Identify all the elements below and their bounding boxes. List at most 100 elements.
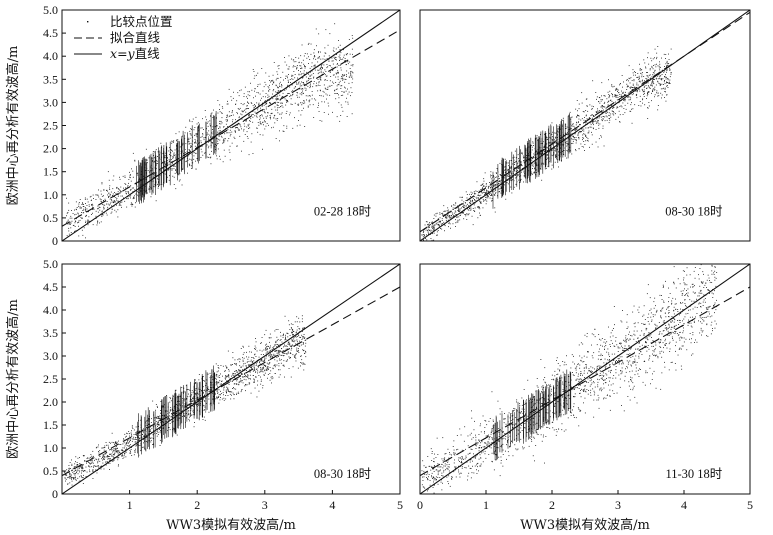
data-point [563, 143, 565, 145]
data-point [301, 44, 303, 46]
data-point [438, 224, 440, 226]
data-point [175, 389, 177, 391]
data-point [134, 159, 136, 161]
data-point [309, 59, 311, 60]
data-point [317, 84, 319, 86]
data-point [643, 89, 645, 91]
data-point [542, 141, 544, 143]
data-point [276, 98, 278, 100]
data-point [630, 97, 632, 99]
data-point [301, 77, 303, 79]
data-point [84, 470, 85, 471]
data-point [277, 112, 279, 114]
data-point [242, 345, 244, 347]
data-point [613, 114, 615, 116]
data-point [546, 143, 548, 145]
data-point [553, 147, 555, 149]
data-point [209, 153, 211, 155]
data-point [112, 193, 114, 195]
data-point [176, 139, 178, 141]
data-point [131, 426, 133, 428]
data-point [639, 81, 641, 83]
data-point [591, 122, 593, 124]
data-point [455, 202, 457, 204]
data-point [195, 133, 197, 135]
data-point [200, 127, 202, 129]
data-point [499, 162, 501, 164]
data-point [274, 344, 276, 345]
data-point [83, 204, 84, 205]
data-point [274, 366, 276, 368]
data-point [486, 194, 488, 196]
data-point [634, 86, 635, 88]
data-point [122, 443, 124, 445]
data-point [591, 114, 593, 116]
data-point [350, 73, 352, 75]
data-point [602, 118, 604, 120]
data-point [130, 432, 132, 434]
data-point [222, 365, 224, 367]
data-point [227, 376, 229, 378]
data-point [340, 78, 342, 80]
data-point [658, 95, 660, 97]
data-point [125, 187, 127, 189]
data-point [468, 213, 470, 215]
data-point [130, 202, 132, 204]
data-point [193, 426, 195, 428]
data-point [189, 165, 191, 167]
data-point [208, 398, 210, 400]
data-point [617, 91, 618, 92]
data-point [265, 84, 267, 86]
data-point [462, 203, 464, 205]
data-point [498, 178, 500, 179]
data-point [549, 137, 551, 139]
data-point [489, 182, 490, 183]
data-point [144, 185, 146, 187]
data-point [304, 83, 305, 85]
data-point [68, 233, 70, 235]
data-point [93, 208, 95, 210]
data-point [486, 196, 488, 197]
data-point [155, 425, 156, 427]
data-point [226, 375, 228, 377]
data-point [156, 435, 158, 437]
data-point [130, 438, 132, 440]
data-point [489, 193, 490, 195]
data-point [546, 159, 548, 160]
data-point [441, 213, 443, 214]
data-point [338, 97, 340, 99]
data-point [502, 191, 504, 193]
data-point [331, 85, 333, 86]
data-point [226, 366, 228, 368]
data-point [438, 224, 440, 226]
data-point [298, 82, 299, 84]
data-point [85, 210, 86, 212]
plot-area [62, 264, 400, 494]
data-point [251, 115, 252, 117]
data-point [64, 477, 66, 479]
data-point [598, 138, 600, 140]
data-point [245, 376, 247, 378]
data-point [310, 53, 312, 55]
data-point [442, 215, 444, 216]
data-point [194, 127, 196, 128]
data-point [217, 396, 219, 398]
data-point [224, 133, 226, 135]
data-point [599, 116, 601, 118]
data-point [77, 477, 79, 479]
data-point [248, 108, 249, 109]
data-point [458, 208, 459, 210]
data-point [260, 354, 262, 355]
data-point [619, 94, 621, 95]
data-point [324, 79, 326, 81]
data-point [602, 106, 604, 108]
data-point [254, 348, 255, 349]
data-point [580, 143, 582, 145]
data-point [210, 136, 212, 138]
data-point [488, 191, 490, 193]
data-point [441, 228, 443, 230]
data-point [510, 179, 512, 181]
data-point [181, 387, 183, 388]
data-point [284, 339, 286, 341]
data-point [652, 81, 654, 83]
